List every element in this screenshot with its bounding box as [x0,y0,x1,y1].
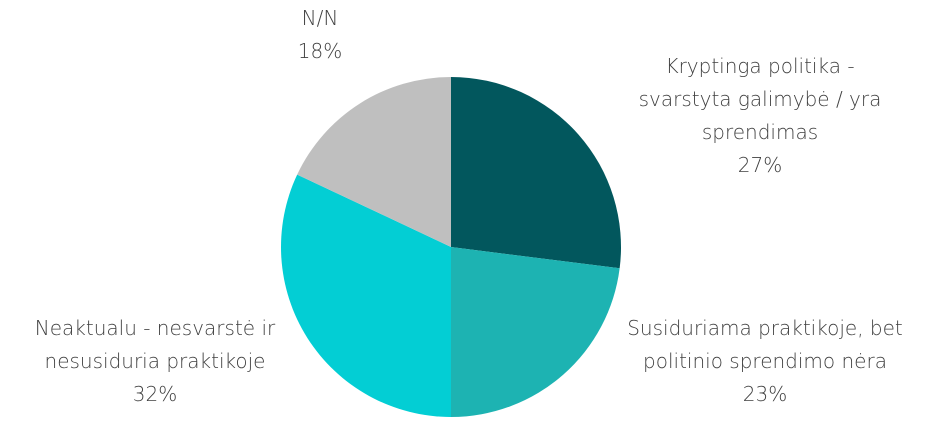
slice-label-susiduriama-praktikoje: Susiduriama praktikoje, bet politinio sp… [627,316,903,406]
pie-slice-0 [451,77,621,269]
slice-label-kryptinga-politika: Kryptinga politika - svarstyta galimybė … [638,54,882,177]
pie-slice-3 [297,77,451,247]
slice-label-neaktualu: Neaktualu - nesvarstė ir nesusiduria pra… [34,316,276,406]
pie-slices [281,77,621,417]
slice-label-nn: N/N 18% [297,6,343,63]
pie-slice-2 [281,174,451,417]
pie-slice-1 [451,247,620,417]
